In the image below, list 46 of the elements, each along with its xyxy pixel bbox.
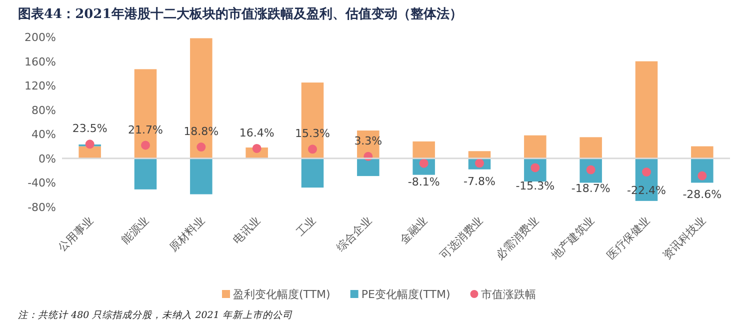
chart-title: 图表44：2021年港股十二大板块的市值涨跌幅及盈利、估值变动（整体法） <box>18 6 462 22</box>
x-tick-label: 金融业 <box>397 214 430 246</box>
point <box>141 140 150 150</box>
bar <box>691 146 714 158</box>
y-tick-label: 80% <box>32 104 56 117</box>
data-label: -8.1% <box>408 175 440 188</box>
text: 注：共统计 480 只综指成分股，未纳入 2021 年新上市的公司 <box>18 309 292 321</box>
data-label: -28.6% <box>682 188 722 201</box>
y-tick-label: 200% <box>24 31 56 44</box>
bar <box>301 158 324 188</box>
point <box>85 140 94 149</box>
x-tick-label: 资讯科技业 <box>660 214 708 262</box>
y-tick-label: 0% <box>38 152 56 166</box>
bar <box>190 158 212 194</box>
x-tick-label: 可选消费业 <box>438 214 486 262</box>
data-label: 23.5% <box>72 122 108 136</box>
y-tick-label: 120% <box>24 80 56 93</box>
x-tick-label: 原材料业 <box>166 214 208 254</box>
bar <box>580 137 602 158</box>
bar <box>524 135 546 158</box>
bar <box>412 141 435 158</box>
x-tick-label: 地产建筑业 <box>548 214 597 263</box>
x-tick-label: 工业 <box>294 214 319 239</box>
x-tick-label: 电讯业 <box>230 214 263 246</box>
data-label: -7.8% <box>464 175 496 188</box>
bar <box>635 61 658 158</box>
point <box>308 144 317 154</box>
y-tick-label: -40% <box>28 176 56 190</box>
legend-label: 盈利变化幅度(TTM) <box>233 288 330 301</box>
x-tick-label: 能源业 <box>119 214 152 246</box>
point <box>642 168 651 177</box>
x-tick-label: 综合企业 <box>334 214 374 254</box>
data-label: 16.4% <box>239 126 274 140</box>
x-tick-label: 必需消费业 <box>493 214 542 262</box>
y-tick-label: -80% <box>28 201 56 214</box>
x-tick-label: 医疗保健业 <box>604 214 653 262</box>
bar <box>357 158 380 176</box>
point <box>196 142 206 152</box>
legend-label: PE变化幅度(TTM) <box>361 288 450 301</box>
legend-label: 市值涨跌幅 <box>481 288 536 301</box>
data-label: -15.3% <box>516 180 555 193</box>
bar <box>134 158 157 190</box>
y-tick-label: 160% <box>24 55 56 68</box>
x-tick-label: 公用事业 <box>56 214 96 254</box>
y-tick-label: 40% <box>32 128 56 142</box>
data-label: -18.7% <box>571 182 610 195</box>
